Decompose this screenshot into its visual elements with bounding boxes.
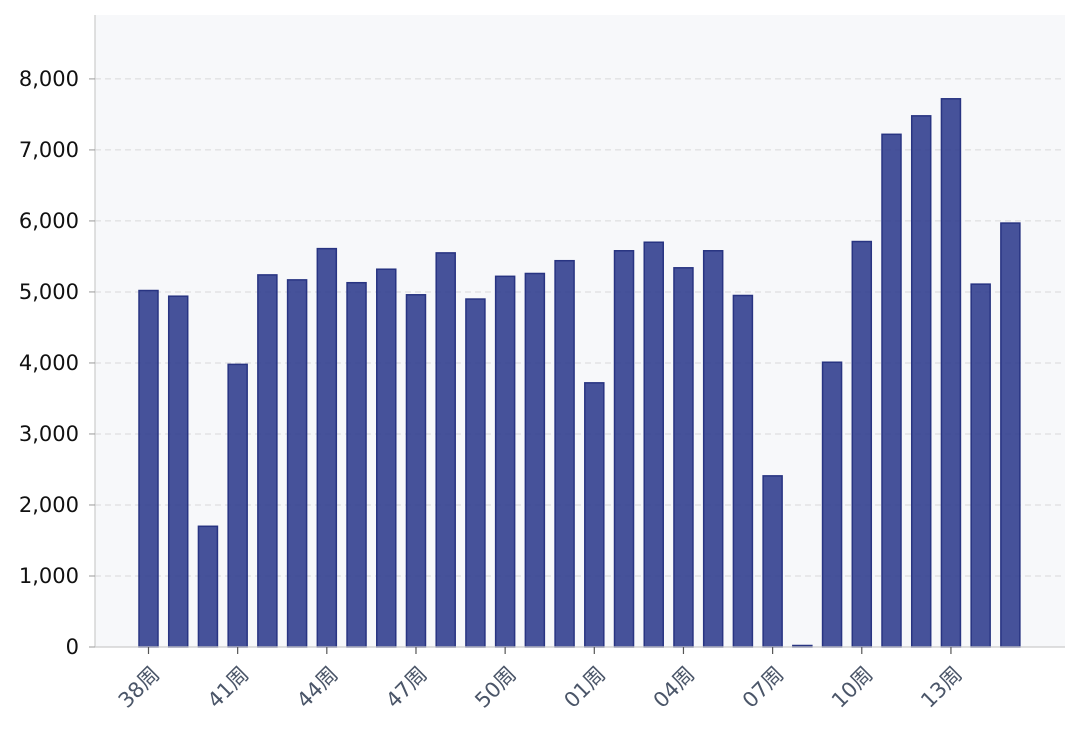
x-tick-label: 10周 <box>827 662 878 713</box>
plot-background <box>95 15 1065 647</box>
bar-48周 <box>435 252 456 648</box>
bar-45周 <box>346 281 367 648</box>
y-tick-label: 8,000 <box>19 67 79 91</box>
x-tick-label: 13周 <box>916 662 967 713</box>
bar-14周 <box>970 283 991 648</box>
y-tick-label: 0 <box>66 635 79 659</box>
bar-52周 <box>554 259 575 648</box>
bar-01周 <box>584 382 605 648</box>
bar-03周 <box>643 241 664 648</box>
bar-06周 <box>732 294 754 648</box>
bar-10周 <box>851 240 873 648</box>
bar-12周 <box>910 115 932 648</box>
grid-lines <box>95 78 1065 577</box>
bar-38周 <box>138 289 159 648</box>
bar-46周 <box>376 268 397 648</box>
bars <box>138 98 1021 648</box>
y-tick-label: 2,000 <box>19 493 79 517</box>
bar-42周 <box>257 274 278 648</box>
x-axis-ticks: 38周 41周 44周 47周 50周 01周 04周 07周 10周 13周 <box>114 647 967 713</box>
bar-40周 <box>197 525 219 648</box>
x-tick-label: 38周 <box>114 662 165 713</box>
y-tick-label: 4,000 <box>19 351 79 375</box>
y-tick-label: 1,000 <box>19 564 79 588</box>
x-tick-label: 07周 <box>738 662 789 713</box>
bar-43周 <box>286 279 308 648</box>
y-tick-label: 3,000 <box>19 422 79 446</box>
bar-04周 <box>673 267 694 648</box>
bar-02周 <box>613 250 635 648</box>
bar-50周 <box>494 275 516 648</box>
bar-44周 <box>316 247 338 648</box>
bar-11周 <box>881 133 902 648</box>
y-tick-label: 7,000 <box>19 138 79 162</box>
x-tick-label: 01周 <box>560 662 611 713</box>
y-axis-ticks: 0 1,000 2,000 3,000 4,000 5,000 6,000 7,000 8,00… <box>19 67 95 659</box>
bar-05周 <box>702 250 724 648</box>
bar-49周 <box>465 298 486 648</box>
bar-09周 <box>821 361 843 648</box>
x-tick-label: 41周 <box>203 662 254 713</box>
bar-51周 <box>524 272 546 648</box>
y-tick-label: 5,000 <box>19 280 79 304</box>
bar-41周 <box>227 363 248 648</box>
bar-39周 <box>167 295 189 648</box>
bar-47周 <box>405 294 427 648</box>
x-tick-label: 44周 <box>292 662 343 713</box>
x-tick-label: 47周 <box>381 662 432 713</box>
bar-15周 <box>1000 222 1021 648</box>
y-tick-label: 6,000 <box>19 209 79 233</box>
x-tick-label: 04周 <box>649 662 700 713</box>
axes <box>94 15 1065 648</box>
bar-07周 <box>762 475 783 648</box>
x-tick-label: 50周 <box>470 662 521 713</box>
bar-13周 <box>940 98 962 648</box>
